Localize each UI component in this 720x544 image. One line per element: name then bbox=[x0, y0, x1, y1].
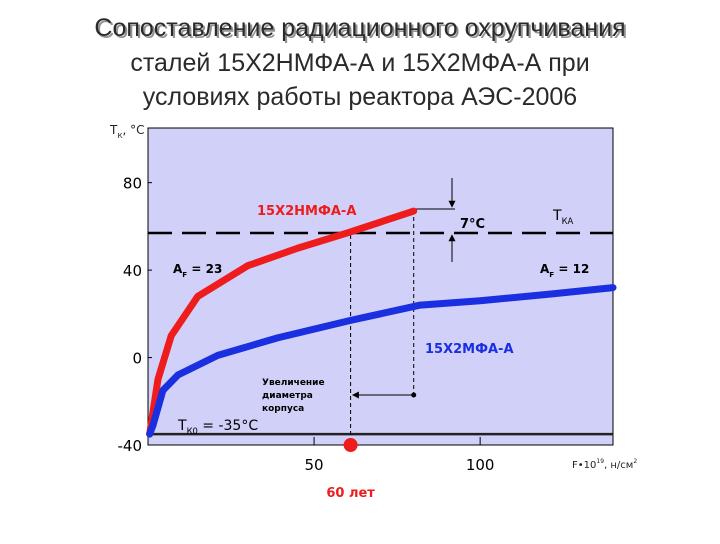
lifetime-marker bbox=[343, 438, 358, 452]
increase-label: корпуса bbox=[262, 404, 304, 414]
y-tick-label: -40 bbox=[118, 437, 143, 455]
series-label: 15Х2НМФА-А bbox=[257, 204, 356, 219]
lifetime-label: 60 лет bbox=[326, 486, 375, 501]
title-shadow: Сопоставление радиационного охрупчивания bbox=[96, 16, 627, 44]
text-part: А bbox=[540, 262, 550, 276]
text-part: Т bbox=[552, 208, 562, 224]
subscript: К bbox=[117, 131, 122, 140]
text-part: Т bbox=[109, 123, 118, 137]
text-part: = 12 bbox=[554, 262, 589, 276]
subscript: F bbox=[182, 270, 187, 279]
text-part: F•10 bbox=[572, 460, 596, 471]
series-line bbox=[146, 207, 418, 438]
y-tick-label: 0 bbox=[132, 350, 142, 368]
reference-label: ТКА bbox=[552, 208, 574, 226]
subscript: КА bbox=[562, 216, 574, 226]
text-part: , н/см bbox=[604, 460, 633, 471]
chart-title: Сопоставление радиационного охрупчивания bbox=[94, 14, 625, 42]
superscript: 19 bbox=[596, 458, 604, 465]
series-line bbox=[146, 284, 617, 438]
increase-label: диаметра bbox=[262, 391, 313, 401]
title: Сопоставление радиационного охрупчивания… bbox=[94, 14, 627, 111]
chart-title: сталей 15Х2НМФА-А и 15Х2МФА-А при bbox=[130, 49, 589, 77]
x-tick-label: 100 bbox=[466, 456, 495, 474]
text-part: Т bbox=[177, 418, 187, 434]
arrow-dot bbox=[411, 392, 417, 398]
plot-area bbox=[147, 127, 614, 446]
text-part: = 23 bbox=[187, 262, 222, 276]
coefficient-label: АF = 23 bbox=[173, 262, 222, 279]
superscript: 2 bbox=[633, 458, 637, 465]
y-tick-label: 80 bbox=[123, 175, 142, 193]
delta-label: 7°C bbox=[460, 217, 485, 232]
text-part: А bbox=[173, 262, 183, 276]
text-part: , °C bbox=[122, 123, 144, 137]
y-axis-label: ТК, °C bbox=[109, 123, 144, 140]
increase-label: Увеличение bbox=[262, 378, 325, 388]
y-tick-label: 40 bbox=[123, 262, 142, 280]
coefficient-label: АF = 12 bbox=[540, 262, 589, 279]
subscript: К0 bbox=[187, 426, 198, 436]
x-axis-label: F•1019, н/см2 bbox=[572, 458, 637, 471]
text-part: = -35°C bbox=[198, 418, 258, 434]
reference-label: ТК0 = -35°C bbox=[177, 418, 258, 436]
series-label: 15Х2МФА-А bbox=[425, 342, 514, 357]
chart-title: условиях работы реактора АЭС-2006 bbox=[143, 83, 577, 111]
x-tick-label: 50 bbox=[305, 456, 324, 474]
subscript: F bbox=[549, 270, 554, 279]
